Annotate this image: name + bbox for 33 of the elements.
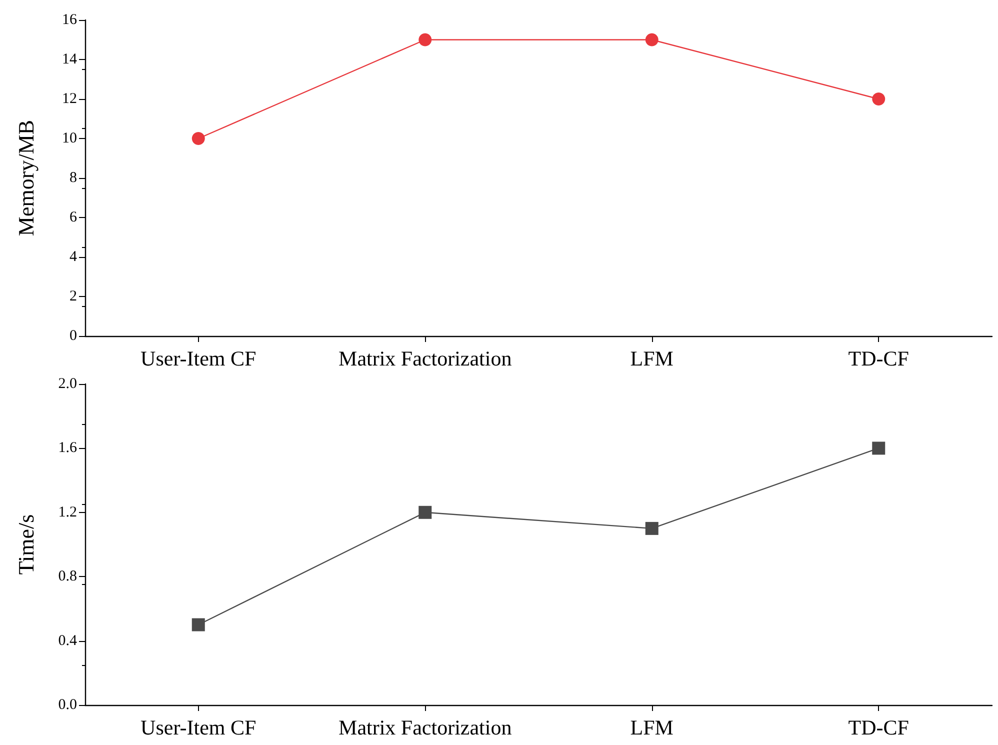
y-tick-label: 10 [62,130,77,146]
x-tick-label: User-Item CF [140,716,256,740]
y-tick-label: 2.0 [58,376,77,392]
y-tick-label: 0.4 [58,632,78,649]
y-tick-label: 8 [70,170,77,186]
point [192,618,205,632]
x-tick-label: LFM [630,346,674,370]
point [645,33,658,46]
point [418,506,432,519]
point [872,92,886,106]
point [192,132,205,145]
y-tick-label: 4 [70,249,78,265]
y-tick-label: 0.0 [58,697,77,713]
x-tick-label: LFM [630,716,674,740]
y-axis-title: Memory/MB [14,120,38,236]
point [872,442,886,455]
y-tick-label: 2 [70,288,77,304]
point [645,522,658,535]
x-tick-label: Matrix Factorization [338,346,512,370]
y-tick-label: 12 [62,91,77,107]
y-tick-label: 14 [62,52,78,68]
y-tick-label: 6 [70,210,78,226]
y-tick-label: 0 [70,328,77,344]
x-tick-label: Matrix Factorization [338,716,512,740]
y-tick-label: 16 [62,12,78,28]
y-tick-label: 1.6 [58,440,78,456]
y-tick-label: 0.8 [58,568,77,585]
x-tick-label: TD-CF [848,716,909,740]
y-tick-label: 1.2 [58,504,77,520]
point [418,33,432,46]
y-axis-title: Time/s [14,514,38,575]
x-tick-label: TD-CF [848,346,909,370]
x-tick-label: User-Item CF [140,346,256,370]
